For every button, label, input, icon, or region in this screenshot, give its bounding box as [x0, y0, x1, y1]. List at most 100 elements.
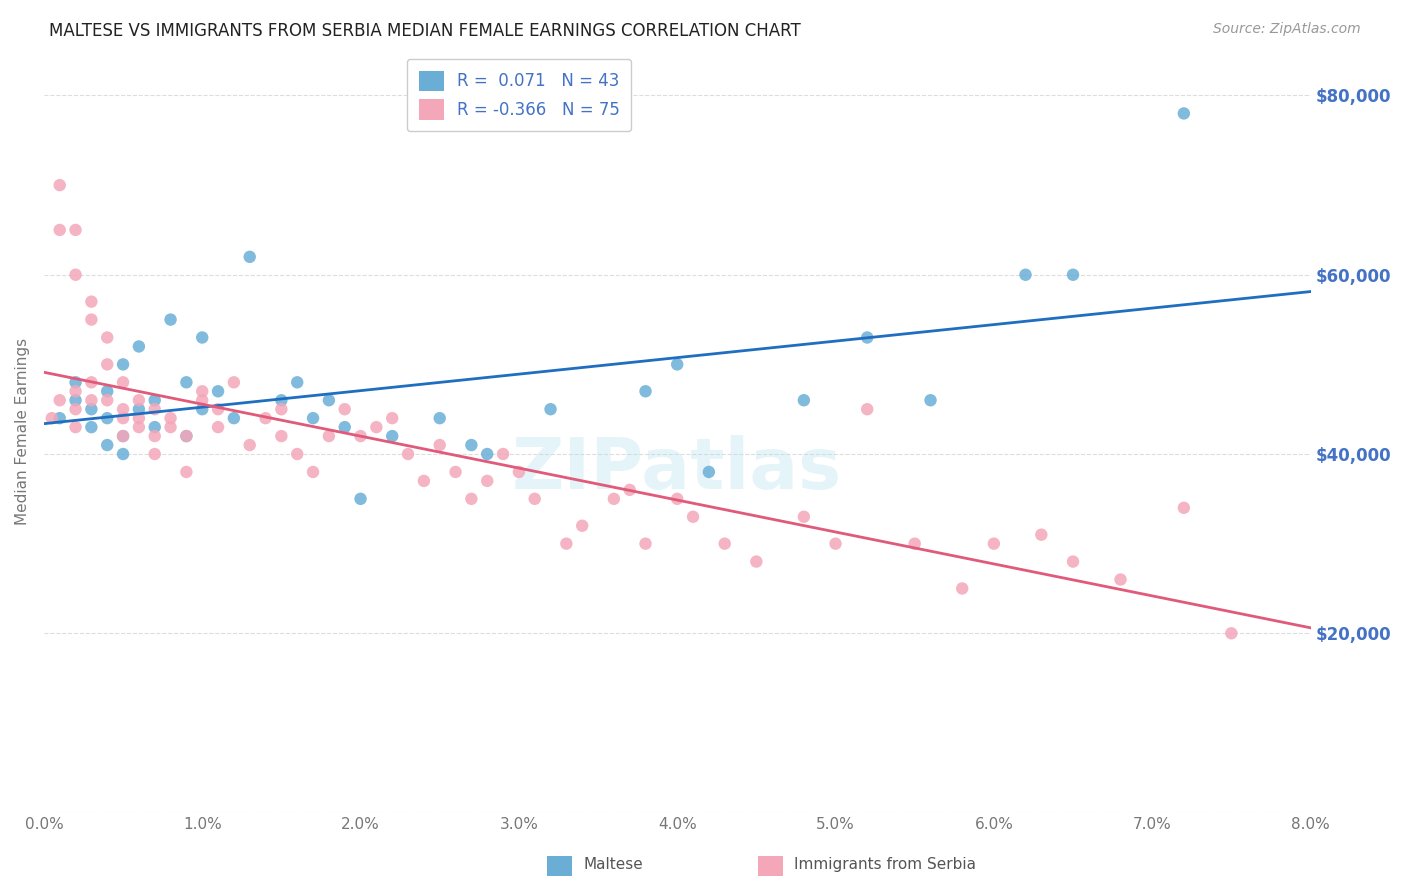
Point: [128, 402, 150, 417]
Point: [381, 429, 404, 443]
Point: [159, 411, 181, 425]
Point: [477, 474, 499, 488]
Point: [112, 402, 135, 417]
Point: [318, 429, 340, 443]
Point: [96, 438, 118, 452]
Point: [270, 402, 292, 417]
Point: [950, 582, 973, 596]
Point: [80, 420, 103, 434]
Point: [222, 376, 245, 390]
Point: [682, 509, 704, 524]
Point: [555, 536, 578, 550]
Point: [191, 402, 214, 417]
Point: [285, 447, 308, 461]
Point: [492, 447, 515, 461]
Point: [477, 447, 499, 461]
Point: [207, 402, 229, 417]
Point: [1109, 573, 1132, 587]
Point: [302, 411, 325, 425]
Point: [270, 393, 292, 408]
Point: [666, 358, 689, 372]
Point: [824, 536, 846, 550]
Point: [143, 429, 166, 443]
Point: [1173, 106, 1195, 120]
Point: [444, 465, 467, 479]
Point: [48, 223, 70, 237]
Point: [112, 376, 135, 390]
Point: [96, 384, 118, 399]
Point: [176, 465, 198, 479]
Point: [634, 536, 657, 550]
Point: [508, 465, 530, 479]
Point: [128, 411, 150, 425]
Point: [112, 411, 135, 425]
Point: [48, 178, 70, 193]
Point: [159, 420, 181, 434]
Point: [460, 438, 482, 452]
Point: [80, 376, 103, 390]
Point: [112, 429, 135, 443]
Point: [80, 312, 103, 326]
Point: [80, 393, 103, 408]
Point: [1014, 268, 1036, 282]
Point: [41, 411, 63, 425]
Point: [793, 393, 815, 408]
Point: [366, 420, 388, 434]
Point: [904, 536, 927, 550]
Point: [1220, 626, 1243, 640]
Point: [143, 447, 166, 461]
Point: [856, 402, 879, 417]
Point: [143, 420, 166, 434]
Point: [571, 518, 593, 533]
Point: [603, 491, 626, 506]
Point: [666, 491, 689, 506]
Point: [159, 312, 181, 326]
Point: [318, 393, 340, 408]
Point: [65, 420, 87, 434]
Point: [920, 393, 942, 408]
Point: [80, 402, 103, 417]
Point: [349, 429, 371, 443]
Point: [429, 411, 451, 425]
Point: [176, 429, 198, 443]
Point: [96, 393, 118, 408]
Point: [176, 376, 198, 390]
Point: [112, 447, 135, 461]
Point: [333, 420, 356, 434]
Point: [96, 358, 118, 372]
Point: [254, 411, 277, 425]
Text: Immigrants from Serbia: Immigrants from Serbia: [794, 857, 976, 872]
Text: Source: ZipAtlas.com: Source: ZipAtlas.com: [1213, 22, 1361, 37]
Point: [523, 491, 546, 506]
Point: [176, 429, 198, 443]
Point: [65, 393, 87, 408]
Point: [713, 536, 735, 550]
Point: [793, 509, 815, 524]
Point: [191, 384, 214, 399]
Point: [222, 411, 245, 425]
Point: [239, 250, 262, 264]
Point: [1031, 527, 1053, 541]
Point: [96, 411, 118, 425]
Point: [143, 402, 166, 417]
Point: [285, 376, 308, 390]
Point: [1173, 500, 1195, 515]
Point: [112, 358, 135, 372]
Point: [381, 411, 404, 425]
Point: [333, 402, 356, 417]
Point: [634, 384, 657, 399]
Text: Maltese: Maltese: [583, 857, 643, 872]
Text: MALTESE VS IMMIGRANTS FROM SERBIA MEDIAN FEMALE EARNINGS CORRELATION CHART: MALTESE VS IMMIGRANTS FROM SERBIA MEDIAN…: [49, 22, 801, 40]
Point: [96, 330, 118, 344]
Point: [143, 393, 166, 408]
Point: [65, 223, 87, 237]
Point: [128, 339, 150, 353]
Point: [1062, 268, 1084, 282]
Point: [349, 491, 371, 506]
Text: ZIPatlas: ZIPatlas: [512, 435, 842, 504]
Point: [65, 376, 87, 390]
Legend: R =  0.071   N = 43, R = -0.366   N = 75: R = 0.071 N = 43, R = -0.366 N = 75: [406, 59, 631, 131]
Point: [191, 393, 214, 408]
Point: [429, 438, 451, 452]
Y-axis label: Median Female Earnings: Median Female Earnings: [15, 338, 30, 525]
